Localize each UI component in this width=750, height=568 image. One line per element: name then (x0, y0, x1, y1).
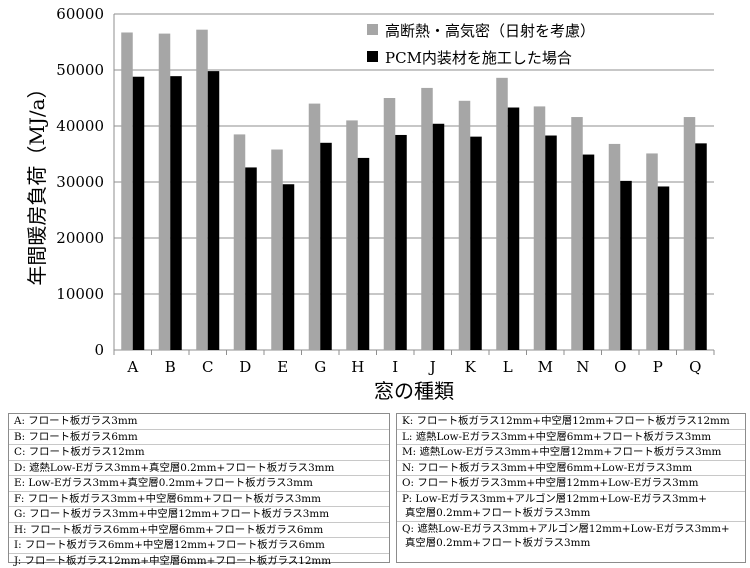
bar-M-pcm (545, 135, 557, 350)
window-type-g: G: フロート板ガラス3mm+中空層12mm+フロート板ガラス3mm (9, 507, 389, 523)
y-tick-label: 0 (94, 341, 104, 359)
bar-J-pcm (432, 123, 445, 350)
window-type-n: N: フロート板ガラス3mm+中空層6mm+Low-Eガラス3mm (397, 461, 745, 476)
window-type-q: Q: 遮熱Low-Eガラス3mm+アルゴン層12mm+Low-Eガラス3mm+ … (397, 522, 745, 551)
legend-swatch-high-insulation (367, 24, 378, 35)
bar-E-high-insulation (271, 149, 283, 350)
bar-H-pcm (357, 157, 370, 350)
x-axis-label: 窓の種類 (374, 379, 454, 403)
bar-Q-pcm (695, 143, 707, 350)
x-tick-label: C (202, 358, 213, 376)
bar-K-high-insulation (458, 100, 471, 350)
window-type-l: L: 遮熱Low-Eガラス3mm+中空層6mm+フロート板ガラス3mm (397, 430, 745, 445)
bar-I-pcm (395, 134, 407, 350)
x-tick-label: L (503, 358, 513, 376)
x-tick-label: P (653, 358, 663, 376)
bar-P-high-insulation (646, 153, 658, 350)
y-tick-label: 30000 (56, 173, 104, 191)
bar-K-pcm (470, 136, 482, 350)
bar-L-pcm (507, 107, 520, 351)
legend-label-high-insulation: 高断熱・高気密（日射を考慮） (385, 22, 595, 40)
window-type-c: C: フロート板ガラス12mm (9, 445, 389, 461)
bar-O-pcm (620, 180, 632, 350)
bar-M-high-insulation (533, 106, 546, 351)
x-tick-label: A (126, 358, 138, 376)
window-type-q-line2: 真空層0.2mm+フロート板ガラス3mm (405, 537, 591, 549)
y-tick-label: 60000 (56, 5, 104, 23)
window-type-k: K: フロート板ガラス12mm+中空層12mm+フロート板ガラス12mm (397, 414, 745, 430)
legend: 高断熱・高気密（日射を考慮） PCM内装材を施工した場合 (367, 22, 595, 67)
y-tick-label: 10000 (56, 285, 104, 303)
bar-P-pcm (657, 186, 670, 350)
legend-swatch-pcm (367, 51, 378, 62)
x-tick-label: D (239, 358, 251, 376)
window-type-list-left: A: フロート板ガラス3mm B: フロート板ガラス6mm C: フロート板ガラ… (8, 413, 390, 567)
bar-L-high-insulation (496, 77, 508, 350)
bar-H-high-insulation (346, 120, 358, 351)
bar-D-high-insulation (233, 134, 246, 350)
y-tick-label: 20000 (56, 229, 104, 247)
bar-B-pcm (170, 76, 182, 350)
bar-I-high-insulation (383, 98, 396, 350)
window-type-list-right: K: フロート板ガラス12mm+中空層12mm+フロート板ガラス12mm L: … (396, 413, 746, 563)
bar-Q-high-insulation (683, 117, 696, 350)
bar-E-pcm (282, 184, 295, 350)
y-tick-labels: 0 10000 20000 30000 40000 50000 60000 (56, 5, 104, 359)
bar-O-high-insulation (608, 143, 621, 350)
x-tick-label: O (614, 358, 626, 376)
bar-N-pcm (582, 154, 595, 350)
window-type-b: B: フロート板ガラス6mm (9, 430, 389, 445)
window-type-j: J: フロート板ガラス12mm+中空層6mm+フロート板ガラス12mm (14, 554, 332, 567)
window-type-d: D: 遮熱Low-Eガラス3mm+真空層0.2mm+フロート板ガラス3mm (9, 461, 389, 476)
window-type-q-line1: Q: 遮熱Low-Eガラス3mm+アルゴン層12mm+Low-Eガラス3mm+ (402, 522, 730, 535)
bars (121, 29, 707, 351)
y-tick-label: 40000 (56, 117, 104, 135)
bar-G-high-insulation (308, 103, 321, 350)
bar-A-pcm (132, 76, 145, 350)
y-axis-label: 年間暖房負荷（MJ/a） (25, 78, 49, 285)
bar-N-high-insulation (571, 117, 583, 350)
x-tick-label: M (538, 358, 553, 376)
x-tick-label: H (351, 358, 364, 376)
bar-G-pcm (320, 142, 332, 350)
bar-C-high-insulation (196, 29, 208, 351)
y-tick-label: 50000 (56, 61, 104, 79)
x-tick-label: I (392, 358, 398, 376)
bar-C-pcm (207, 71, 220, 351)
x-tick-label: K (465, 358, 477, 376)
bar-chart: 0 10000 20000 30000 40000 50000 60000 A B C D E G H I… (25, 5, 715, 403)
x-tick-label: Q (689, 358, 701, 376)
bar-J-high-insulation (421, 87, 433, 351)
window-type-p-line1: P: Low-Eガラス3mm+アルゴン層12mm+Low-Eガラス3mm+ (402, 492, 707, 505)
window-type-p: P: Low-Eガラス3mm+アルゴン層12mm+Low-Eガラス3mm+ 真空… (397, 492, 745, 522)
window-type-e: E: Low-Eガラス3mm+真空層0.2mm+フロート板ガラス3mm (9, 476, 389, 492)
x-tick-label: B (165, 358, 176, 376)
window-type-i: I: フロート板ガラス6mm+中空層12mm+フロート板ガラス6mm (9, 538, 389, 554)
x-tick-label: J (428, 358, 436, 376)
window-type-a: A: フロート板ガラス3mm (9, 414, 389, 430)
bar-B-high-insulation (158, 33, 171, 350)
x-tick-label: E (277, 358, 288, 376)
window-type-h: H: フロート板ガラス6mm+中空層6mm+フロート板ガラス6mm (9, 523, 389, 538)
window-type-m: M: 遮熱Low-Eガラス3mm+中空層12mm+フロート板ガラス3mm (397, 445, 745, 461)
window-type-o: O: フロート板ガラス3mm+中空層12mm+Low-Eガラス3mm (397, 476, 745, 492)
x-tick-label: N (576, 358, 589, 376)
bar-D-pcm (245, 167, 257, 350)
x-tick-label: G (314, 358, 326, 376)
legend-label-pcm: PCM内装材を施工した場合 (385, 49, 572, 67)
bar-A-high-insulation (121, 32, 133, 350)
window-type-f: F: フロート板ガラス3mm+中空層6mm+フロート板ガラス3mm (9, 492, 389, 507)
window-type-p-line2: 真空層0.2mm+フロート板ガラス3mm (405, 507, 591, 519)
